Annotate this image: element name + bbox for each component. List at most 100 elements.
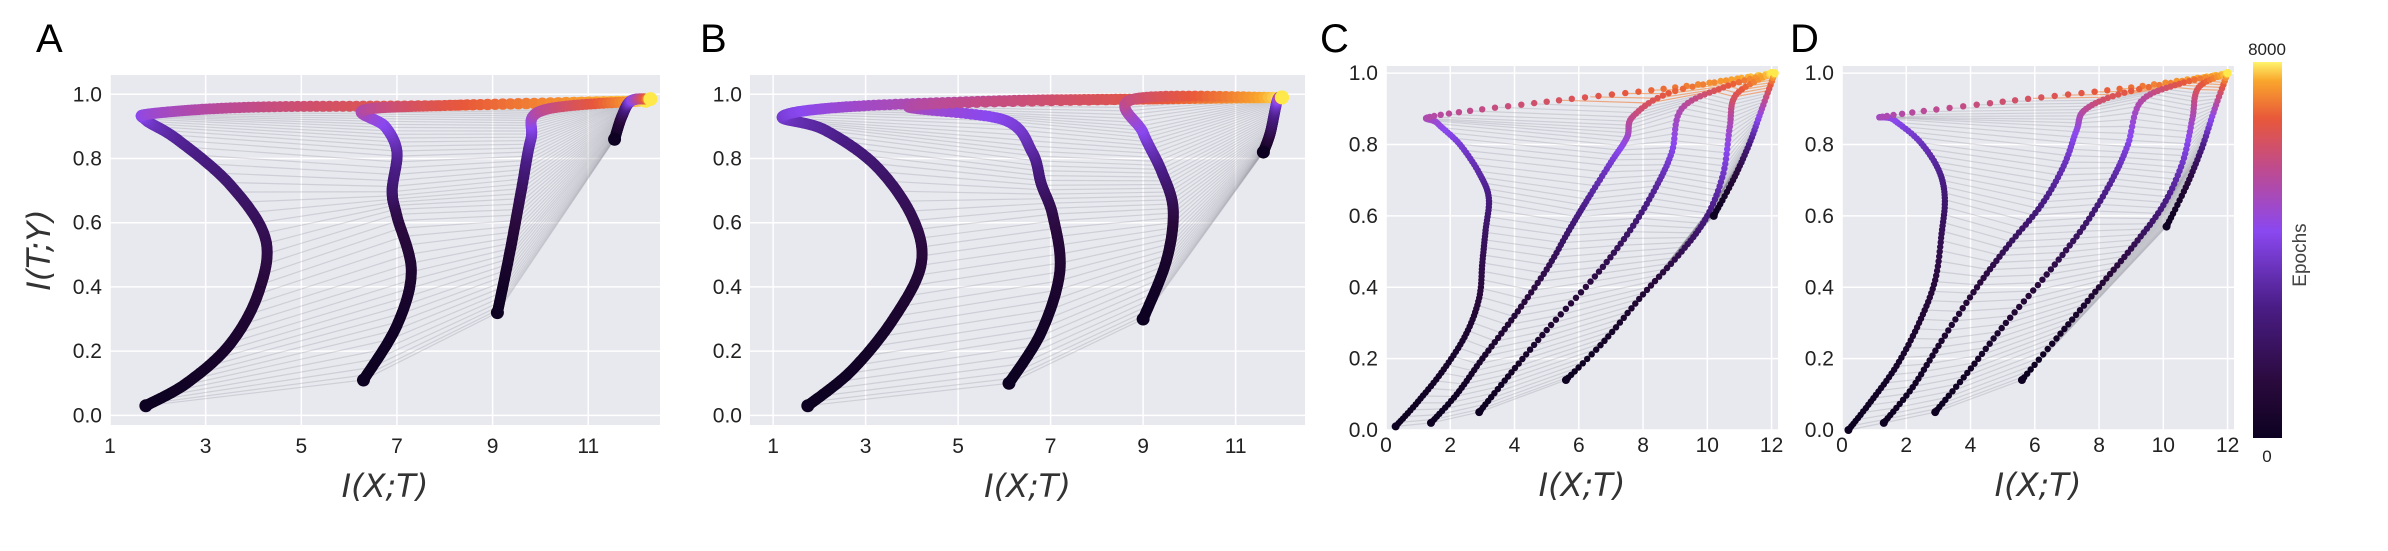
data-point [2038, 94, 2045, 101]
series-start-point [139, 399, 153, 413]
data-point [1667, 260, 1675, 267]
data-point [1648, 87, 1655, 94]
data-point [2020, 298, 2028, 305]
series-start-point [1879, 418, 1888, 427]
data-point [1935, 258, 1942, 265]
data-point [1579, 360, 1587, 367]
data-point [1660, 85, 1667, 93]
data-point [2150, 81, 2158, 88]
epoch-connector [907, 140, 1269, 297]
data-point [2115, 91, 2122, 98]
data-point [1547, 321, 1555, 329]
data-point [1572, 294, 1580, 301]
data-point [1982, 345, 1990, 352]
data-point [2104, 87, 2111, 94]
data-point [1620, 235, 1628, 243]
data-point [2191, 76, 2198, 84]
epoch-connector [881, 121, 1273, 186]
y-tick-label: 0.2 [713, 340, 742, 363]
data-point [1608, 91, 1616, 98]
epoch-connector [920, 137, 1270, 266]
y-tick-label: 1.0 [713, 83, 742, 106]
plot-area [1842, 66, 2234, 430]
data-point [2061, 325, 2068, 333]
epoch-connector [166, 136, 616, 397]
y-tick-label: 1.0 [73, 83, 102, 106]
data-point [1036, 95, 1048, 107]
data-point [1946, 104, 1953, 112]
series-start-point [490, 306, 504, 320]
series-start-point [1561, 376, 1570, 385]
series-5 [1709, 69, 1779, 220]
epoch-connector [794, 105, 1277, 151]
data-point [1498, 381, 1505, 389]
data-point [1568, 95, 1576, 103]
data-point [1526, 346, 1534, 353]
data-point [1929, 352, 1936, 359]
series-start-point [356, 373, 370, 387]
series-2 [1879, 69, 2232, 427]
data-point [1959, 305, 1966, 312]
x-tick-label: 1 [104, 435, 116, 458]
data-point [2030, 287, 2037, 294]
series-5 [2162, 69, 2232, 231]
data-point [1977, 279, 1984, 286]
epoch-connector [839, 149, 1265, 382]
data-point [2080, 302, 2088, 309]
data-point [1659, 269, 1667, 276]
data-point [1603, 258, 1610, 266]
x-axis-label: I(X;T) [984, 467, 1071, 505]
colorbar-max-label: 8000 [2248, 40, 2286, 59]
epoch-connector [266, 114, 623, 244]
data-point [1699, 81, 1707, 88]
x-tick-label: 1 [767, 435, 779, 458]
colorbar-title: Epochs [2290, 223, 2311, 286]
x-tick-label: 6 [1573, 434, 1585, 457]
data-point [2073, 233, 2080, 240]
epoch-connector [786, 104, 1277, 147]
data-point [1627, 227, 1634, 234]
data-point [1671, 256, 1678, 263]
epoch-connector [237, 125, 619, 335]
epoch-connector [224, 128, 619, 352]
data-point [1531, 284, 1538, 291]
y-tick-label: 0.6 [713, 212, 742, 235]
y-tick-label: 0.8 [73, 147, 102, 170]
x-tick-label: 3 [200, 435, 212, 458]
y-tick-label: 0.0 [713, 404, 742, 427]
epoch-connector [913, 139, 1269, 286]
epoch-connector [163, 103, 629, 147]
data-point [1994, 330, 2001, 337]
epoch-connector [834, 112, 1275, 167]
series-end-point [2223, 69, 2232, 78]
panel-letter: A [36, 17, 63, 61]
data-point [2047, 266, 2055, 273]
data-point [2072, 311, 2080, 319]
data-point [2007, 314, 2014, 321]
epoch-connector [903, 127, 1272, 202]
data-point [2076, 307, 2084, 314]
series-3 [1475, 69, 1776, 417]
data-point [1999, 98, 2006, 105]
epoch-connector [896, 125, 1273, 195]
data-point [954, 97, 966, 109]
data-point [1970, 289, 1977, 296]
epoch-connector [782, 102, 1277, 143]
data-point [1936, 248, 1943, 255]
data-point [2051, 92, 2058, 100]
epoch-connector [865, 146, 1266, 357]
data-point [1934, 262, 1942, 270]
data-point [2064, 91, 2072, 98]
data-point [1671, 130, 1678, 138]
epoch-connector [864, 118, 1274, 178]
data-point [2136, 85, 2143, 93]
data-point [1956, 378, 1964, 386]
data-point [1599, 263, 1607, 270]
data-point [1920, 107, 1928, 115]
epoch-connector [243, 124, 620, 325]
epoch-connector [199, 132, 617, 374]
data-point [1654, 94, 1661, 102]
data-point [2076, 228, 2084, 236]
data-point [1971, 360, 1978, 367]
colorbar-gradient [2253, 62, 2282, 438]
